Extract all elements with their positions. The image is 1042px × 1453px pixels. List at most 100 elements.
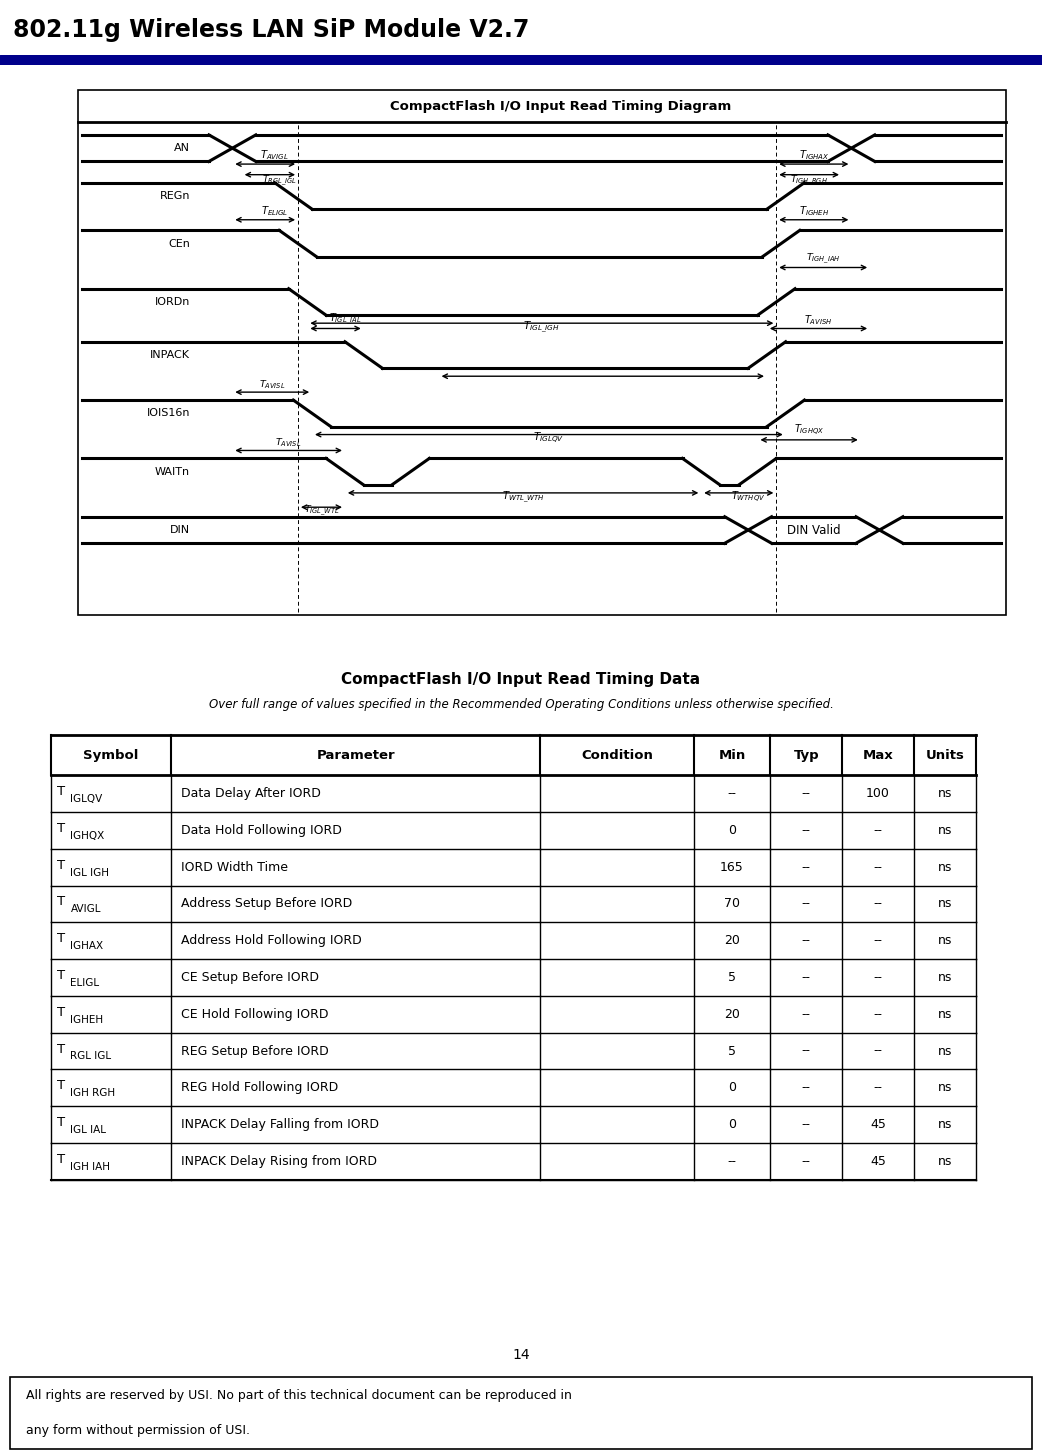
Text: T: T [57,895,66,908]
Text: All rights are reserved by USI. No part of this technical document can be reprod: All rights are reserved by USI. No part … [26,1389,576,1402]
Text: --: -- [873,898,883,911]
Text: INPACK Delay Rising from IORD: INPACK Delay Rising from IORD [180,1155,376,1168]
Text: Data Delay After IORD: Data Delay After IORD [180,788,321,801]
Text: ns: ns [938,1008,952,1021]
Text: ns: ns [938,860,952,873]
Text: T: T [57,1005,66,1019]
Text: 0: 0 [728,824,736,837]
Text: CE Hold Following IORD: CE Hold Following IORD [180,1008,328,1021]
Text: any form without permission of USI.: any form without permission of USI. [26,1424,250,1437]
Text: $T_{AVISL}$: $T_{AVISL}$ [259,378,286,391]
Text: $T_{WTL\_WTH}$: $T_{WTL\_WTH}$ [501,490,545,504]
Text: ns: ns [938,934,952,947]
Text: --: -- [801,1155,811,1168]
Text: Address Hold Following IORD: Address Hold Following IORD [180,934,362,947]
Text: --: -- [801,1117,811,1130]
Text: $T_{IGH\_RGH}$: $T_{IGH\_RGH}$ [790,173,828,187]
Text: T: T [57,1042,66,1055]
Text: --: -- [727,1155,737,1168]
Text: $T_{IGL\_WTL}$: $T_{IGL\_WTL}$ [303,503,340,517]
Text: 20: 20 [724,934,740,947]
Text: --: -- [801,971,811,984]
Text: --: -- [801,898,811,911]
Text: WAITn: WAITn [155,466,191,477]
Text: --: -- [801,1081,811,1094]
Text: --: -- [873,824,883,837]
Text: T: T [57,785,66,798]
Text: REG Hold Following IORD: REG Hold Following IORD [180,1081,338,1094]
Text: IGLQV: IGLQV [71,793,103,804]
Text: INPACK Delay Falling from IORD: INPACK Delay Falling from IORD [180,1117,378,1130]
Text: Min: Min [718,748,745,761]
Text: ns: ns [938,1045,952,1058]
Text: ns: ns [938,788,952,801]
Text: $T_{RGL\_IGL}$: $T_{RGL\_IGL}$ [262,173,297,187]
Text: Data Hold Following IORD: Data Hold Following IORD [180,824,342,837]
Text: ns: ns [938,1155,952,1168]
Text: T: T [57,822,66,835]
Text: 165: 165 [720,860,744,873]
Text: 5: 5 [728,971,736,984]
Text: 802.11g Wireless LAN SiP Module V2.7: 802.11g Wireless LAN SiP Module V2.7 [13,19,529,42]
Text: IOIS16n: IOIS16n [147,408,191,418]
Text: --: -- [873,934,883,947]
Text: --: -- [801,824,811,837]
Text: Condition: Condition [581,748,652,761]
Text: $T_{AVISH}$: $T_{AVISH}$ [804,312,833,327]
Text: ns: ns [938,971,952,984]
Text: $T_{IGHQX}$: $T_{IGHQX}$ [794,423,824,439]
Text: T: T [57,859,66,872]
Text: IORD Width Time: IORD Width Time [180,860,288,873]
Text: $T_{IGL\_IAL}$: $T_{IGL\_IAL}$ [328,312,362,327]
Text: $T_{IGH\_IAH}$: $T_{IGH\_IAH}$ [805,251,841,266]
Text: $T_{AVISL}$: $T_{AVISL}$ [275,436,302,449]
Text: Units: Units [925,748,965,761]
Text: REG Setup Before IORD: REG Setup Before IORD [180,1045,328,1058]
Text: $T_{WTHQV}$: $T_{WTHQV}$ [730,490,766,504]
Text: --: -- [801,934,811,947]
Text: IGL IAL: IGL IAL [71,1125,106,1135]
Text: 0: 0 [728,1081,736,1094]
Text: T: T [57,1116,66,1129]
Text: ns: ns [938,1117,952,1130]
Text: Typ: Typ [793,748,819,761]
Text: INPACK: INPACK [150,350,191,360]
Text: CompactFlash I/O Input Read Timing Diagram: CompactFlash I/O Input Read Timing Diagr… [390,100,731,113]
Text: AVIGL: AVIGL [71,904,101,914]
Text: IGHQX: IGHQX [71,831,104,841]
Text: IGL IGH: IGL IGH [71,867,109,878]
Text: ns: ns [938,898,952,911]
Text: IGH IAH: IGH IAH [71,1161,110,1171]
Text: 0: 0 [728,1117,736,1130]
Text: --: -- [801,1008,811,1021]
Text: ns: ns [938,824,952,837]
Text: CompactFlash I/O Input Read Timing Data: CompactFlash I/O Input Read Timing Data [342,671,700,687]
Text: REGn: REGn [159,190,191,201]
Text: IGH RGH: IGH RGH [71,1088,116,1098]
Text: DIN Valid: DIN Valid [787,523,841,536]
Text: CEn: CEn [169,238,191,248]
Text: ELIGL: ELIGL [71,978,100,988]
Text: $T_{ELIGL}$: $T_{ELIGL}$ [260,205,289,218]
Text: Parameter: Parameter [317,748,395,761]
Text: --: -- [801,788,811,801]
Text: Address Setup Before IORD: Address Setup Before IORD [180,898,352,911]
Text: --: -- [873,1081,883,1094]
Text: T: T [57,933,66,946]
Text: 100: 100 [866,788,890,801]
Text: Symbol: Symbol [83,748,139,761]
Text: --: -- [873,860,883,873]
Text: DIN: DIN [170,525,191,535]
Text: AN: AN [174,144,191,153]
Text: IGHAX: IGHAX [71,942,103,952]
Text: $T_{IGHAX}$: $T_{IGHAX}$ [798,148,829,161]
Text: 20: 20 [724,1008,740,1021]
Text: $T_{IGL\_IGH}$: $T_{IGL\_IGH}$ [523,320,561,334]
Text: 45: 45 [870,1155,886,1168]
Text: --: -- [873,971,883,984]
Text: T: T [57,1080,66,1093]
Text: Max: Max [863,748,893,761]
Text: CE Setup Before IORD: CE Setup Before IORD [180,971,319,984]
Text: --: -- [873,1008,883,1021]
Text: 70: 70 [724,898,740,911]
